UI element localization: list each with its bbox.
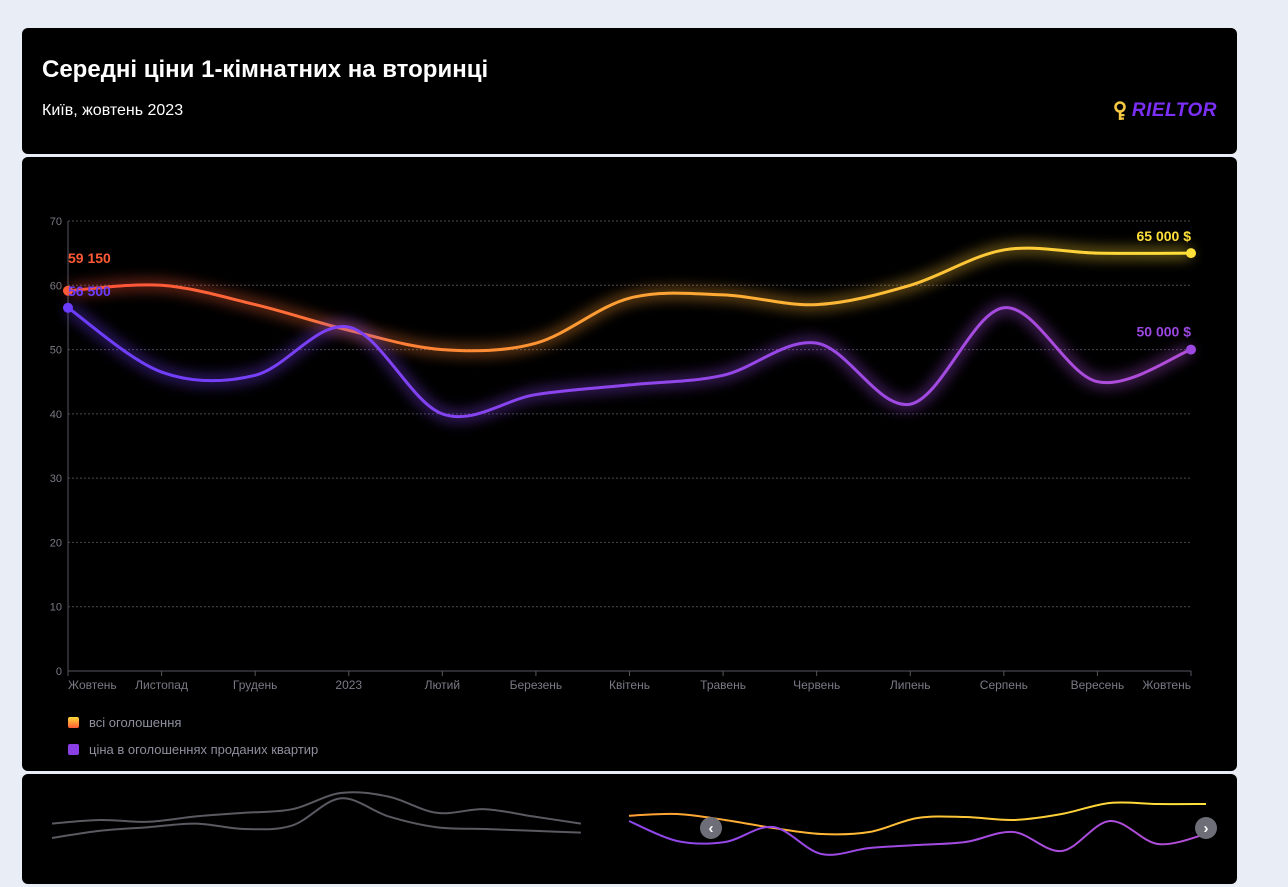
grid xyxy=(68,220,1191,608)
chart-card: 0 10 20 30 40 50 60 70 Жовтень Листопад Грудень 202… xyxy=(22,157,1237,771)
series-glow xyxy=(65,303,1193,422)
x-tick-label: Серпень xyxy=(980,678,1028,692)
navigator-chart[interactable] xyxy=(22,774,1237,884)
axes: 0 10 20 30 40 50 60 70 Жовтень Листопад Грудень 202… xyxy=(50,216,1192,692)
x-tick-label: Липень xyxy=(890,678,931,692)
series-start-label: 56 500 xyxy=(68,283,111,299)
key-icon xyxy=(1114,101,1126,120)
series-end-label: 50 000 $ xyxy=(1137,324,1192,340)
x-tick-label: Червень xyxy=(793,678,840,692)
y-tick-label: 40 xyxy=(50,409,62,421)
series-start-point xyxy=(63,302,73,313)
navigator-card[interactable]: ‹ › xyxy=(22,774,1237,884)
y-tick-label: 60 xyxy=(50,280,62,292)
x-tick-label: Лютий xyxy=(425,678,461,692)
navigator-series-line xyxy=(628,801,1207,836)
legend-item-sold[interactable]: ціна в оголошеннях проданих квартир xyxy=(68,736,318,763)
x-tick-label: Листопад xyxy=(135,678,188,692)
logo-text: RIELTOR xyxy=(1131,100,1217,121)
chart-title: Середні ціни 1-кімнатних на вторинці xyxy=(42,56,489,83)
line-chart: 0 10 20 30 40 50 60 70 Жовтень Листопад Грудень 202… xyxy=(50,216,1196,692)
series-end-point xyxy=(1186,248,1196,259)
header-card: Середні ціни 1-кімнатних на вторинці Киї… xyxy=(22,28,1237,154)
y-tick-label: 70 xyxy=(50,216,62,228)
x-tick-label: Грудень xyxy=(233,678,278,692)
legend-swatch-sold xyxy=(68,744,79,755)
navigator-series-line xyxy=(628,819,1207,856)
legend: всі оголошення ціна в оголошеннях продан… xyxy=(68,709,318,763)
data-labels: 59 150 65 000 $ 56 500 50 000 $ xyxy=(68,228,1191,339)
y-tick-label: 50 xyxy=(50,345,62,357)
x-tick-label: Квітень xyxy=(609,678,650,692)
x-tick-label: Травень xyxy=(700,678,746,692)
x-tick-label: Вересень xyxy=(1071,678,1125,692)
series-end-point xyxy=(1186,344,1196,355)
x-tick-label: Березень xyxy=(510,678,563,692)
navigator-ghost-line xyxy=(51,797,581,839)
series-start-label: 59 150 xyxy=(68,250,111,266)
chevron-right-icon[interactable]: › xyxy=(1195,817,1217,839)
y-tick-label: 10 xyxy=(50,602,62,614)
y-tick-label: 0 xyxy=(56,666,62,678)
series-line xyxy=(66,246,1193,353)
legend-swatch-all xyxy=(68,717,79,728)
rieltor-logo[interactable]: RIELTOR xyxy=(1114,100,1217,122)
x-tick-label: 2023 xyxy=(335,678,362,692)
series-start-point xyxy=(63,285,73,296)
chart-subtitle: Київ, жовтень 2023 xyxy=(42,102,184,119)
y-tick-label: 20 xyxy=(50,537,62,549)
y-tick-label: 30 xyxy=(50,473,62,485)
navigator-ghost-line xyxy=(51,791,582,825)
legend-label-all: всі оголошення xyxy=(89,715,182,730)
x-tick-label: Жовтень xyxy=(68,678,117,692)
series-line xyxy=(66,306,1193,419)
legend-label-sold: ціна в оголошеннях проданих квартир xyxy=(89,742,319,757)
chevron-left-icon[interactable]: ‹ xyxy=(700,817,722,839)
legend-item-all-listings[interactable]: всі оголошення xyxy=(68,709,318,736)
series xyxy=(63,243,1196,422)
series-end-label: 65 000 $ xyxy=(1137,228,1192,244)
x-tick-label: Жовтень xyxy=(1142,678,1191,692)
